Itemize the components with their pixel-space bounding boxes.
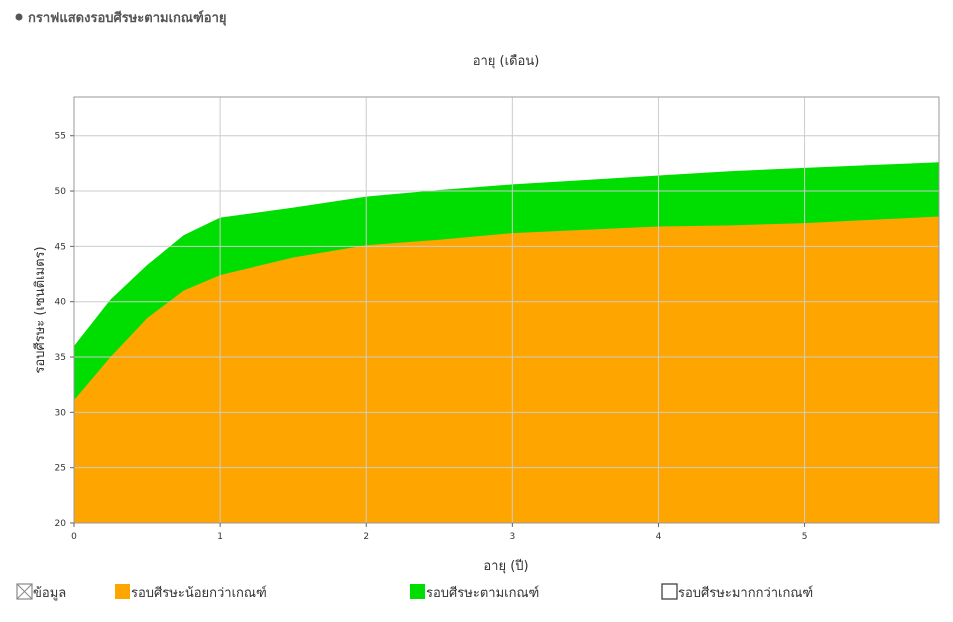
top-axis-label: อายุ (เดือน): [473, 53, 540, 69]
area: [74, 216, 939, 524]
legend-swatch: [661, 583, 678, 600]
plot: [74, 162, 939, 524]
y-tick-label: 50: [55, 187, 67, 197]
y-tick-label: 30: [55, 408, 67, 418]
y-tick-label: 40: [55, 298, 67, 308]
x-tick-label: 4: [656, 532, 662, 542]
x-tick-label: 3: [509, 532, 515, 542]
plot-frame: [73, 96, 940, 524]
legend-swatch: [410, 584, 425, 599]
x-tick-label: 1: [217, 532, 223, 542]
y-tick-label: 55: [55, 132, 66, 142]
y-tick-label: 25: [55, 464, 66, 474]
y-tick-label: 45: [55, 242, 66, 252]
bullet: [15, 13, 23, 21]
chart-title: กราฟแสดงรอบศีรษะตามเกณฑ์อายุ: [28, 10, 227, 26]
legend-label: รอบศีรษะตามเกณฑ์: [426, 585, 539, 601]
legend-cross: [16, 583, 33, 600]
legend: ข้อมูล รอบศีรษะน้อยกว่าเกณฑ์ รอบศีรษะตามเก…: [16, 583, 813, 601]
y-tick-label: 20: [55, 519, 67, 529]
x-tick-label: 2: [363, 532, 369, 542]
legend-label: รอบศีรษะน้อยกว่าเกณฑ์: [131, 585, 267, 601]
legend-label: ข้อมูล: [33, 586, 66, 601]
y-axis-label: รอบศีรษะ (เซนติเมตร): [32, 246, 48, 373]
x-tick-label: 5: [802, 532, 808, 542]
y-tick-label: 35: [55, 353, 66, 363]
x-tick-label: 0: [71, 532, 77, 542]
grid: [73, 97, 939, 524]
legend-label: รอบศีรษะมากกว่าเกณฑ์: [678, 585, 813, 601]
x-axis-label: อายุ (ปี): [483, 558, 528, 574]
legend-swatch: [115, 584, 130, 599]
